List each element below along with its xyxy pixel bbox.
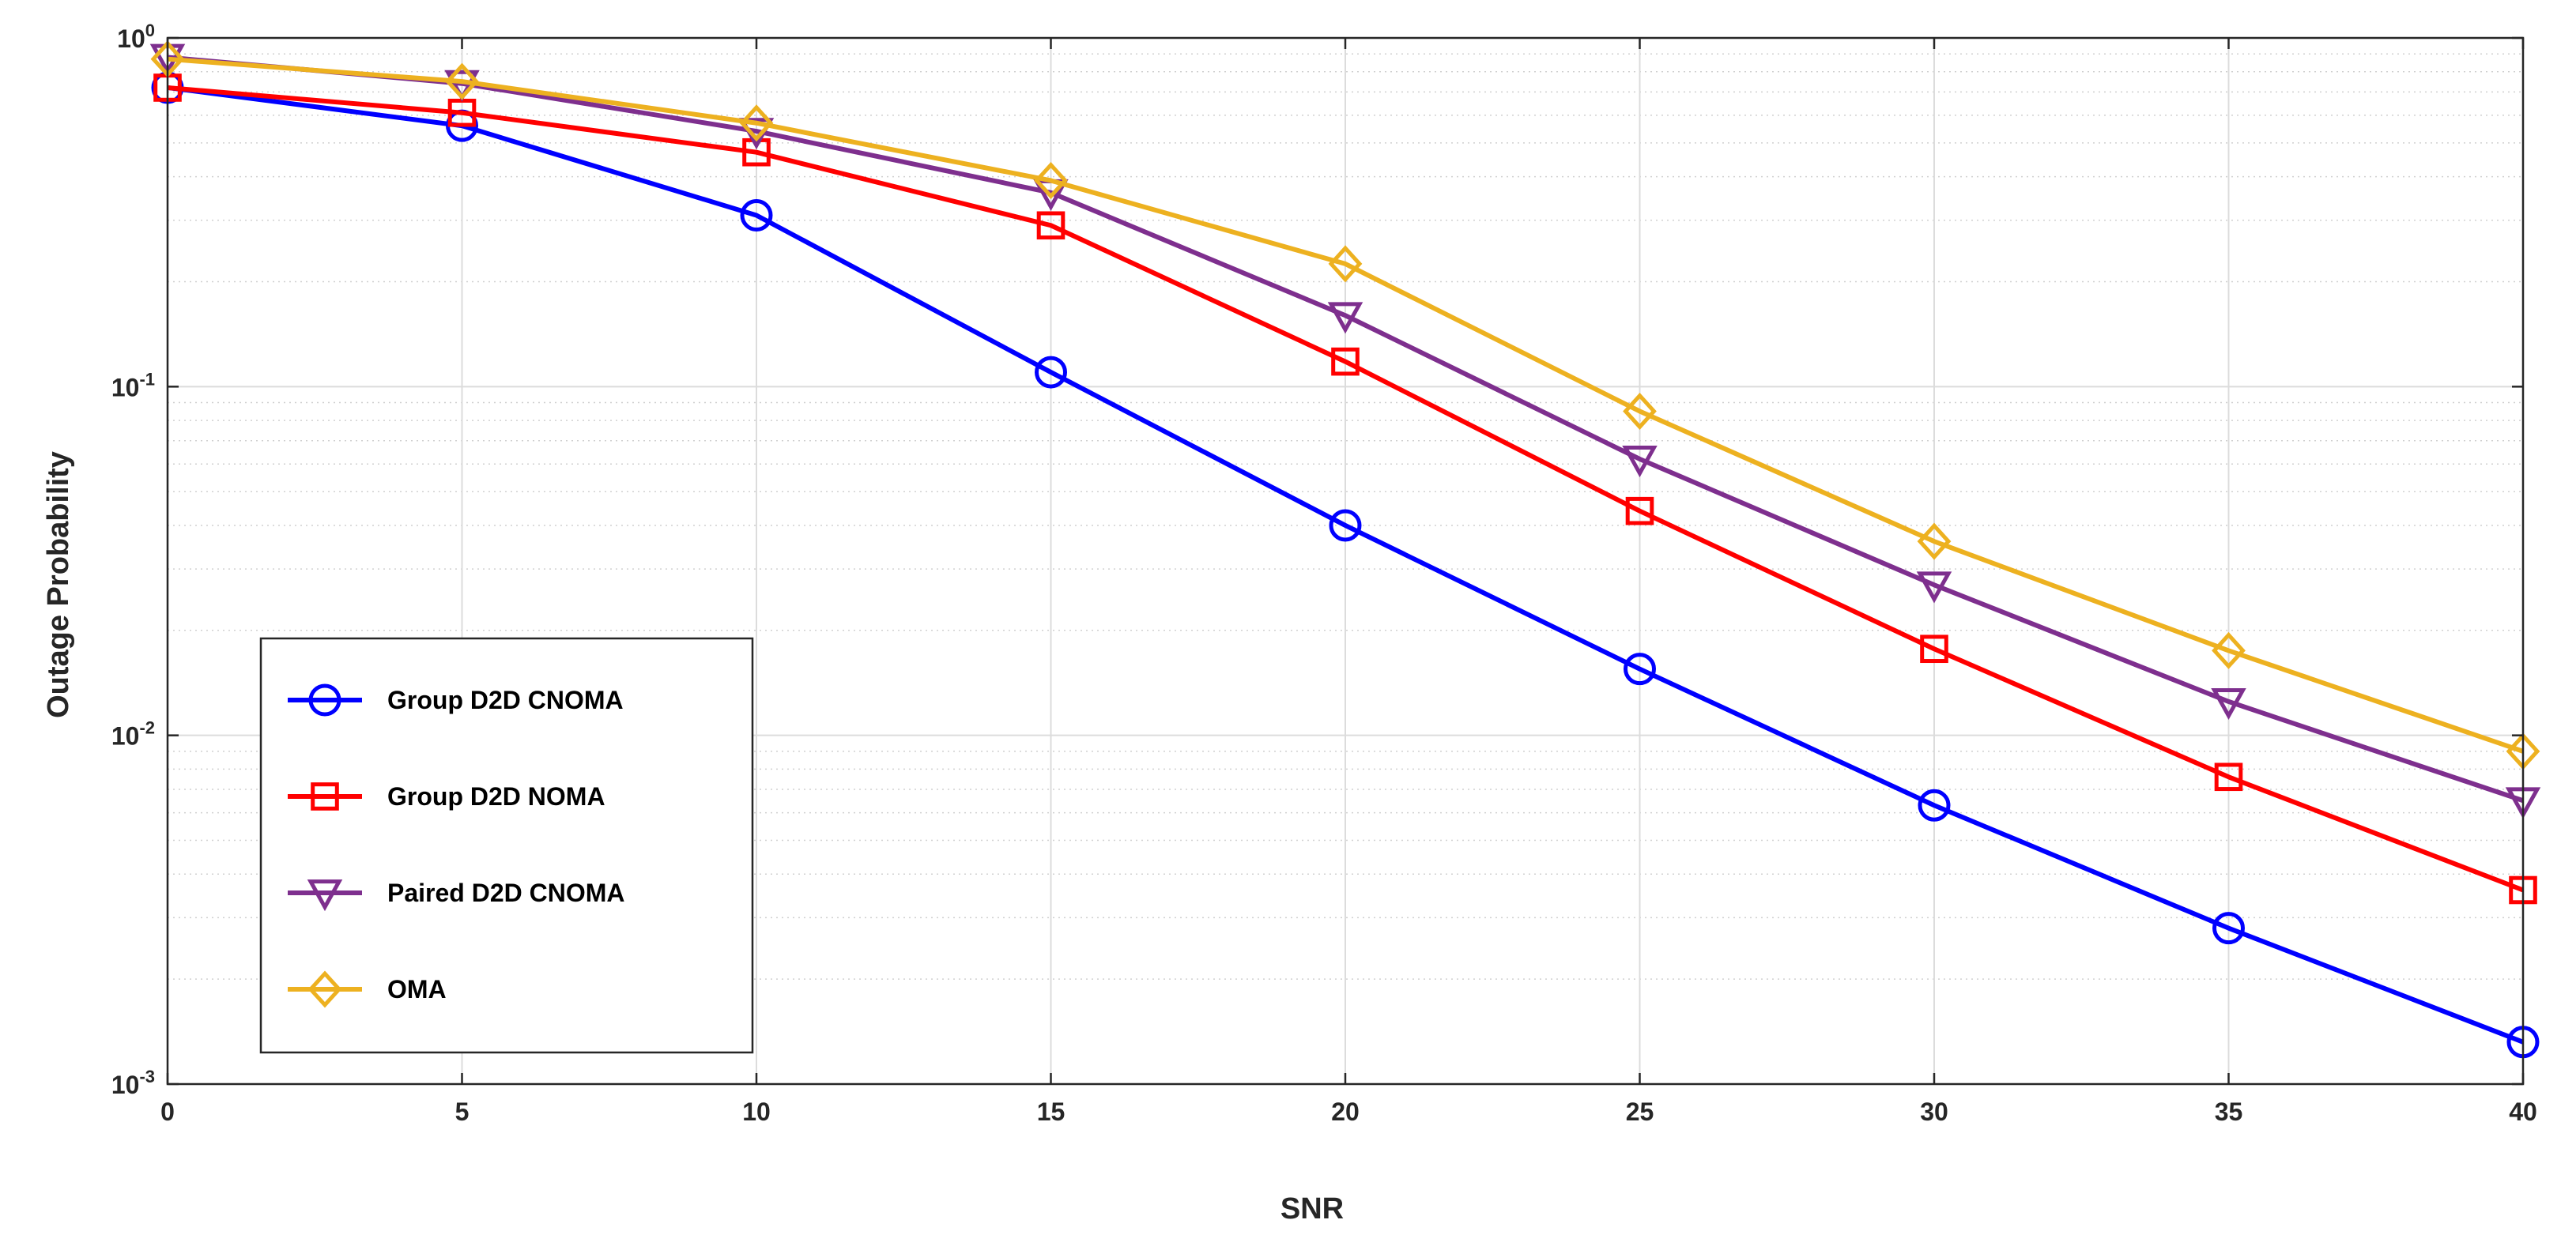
triangle-down-marker bbox=[444, 70, 480, 102]
legend-entry: Group D2D CNOMA bbox=[288, 683, 624, 717]
plot-series bbox=[149, 40, 2541, 1059]
square-marker bbox=[2214, 762, 2243, 792]
triangle-down-marker bbox=[307, 879, 343, 912]
triangle-down-marker bbox=[1916, 571, 1952, 604]
circle-marker bbox=[308, 683, 341, 717]
axis-ticks: 0 5 10 15 20 25 30 35 40 100 10-1 10-2 10-3 bbox=[111, 21, 2537, 1126]
diamond-marker bbox=[1623, 392, 1657, 430]
circle-marker bbox=[1329, 509, 1362, 542]
circle-marker bbox=[740, 198, 773, 232]
y-tick-label: 10-3 bbox=[111, 1067, 155, 1099]
x-tick-label: 10 bbox=[742, 1098, 771, 1126]
diamond-marker bbox=[2212, 631, 2246, 669]
series-group-d2d-cnoma bbox=[151, 71, 2540, 1059]
diamond-marker bbox=[1917, 522, 1952, 560]
y-tick-label: 10-2 bbox=[111, 718, 155, 751]
legend-label: Paired D2D CNOMA bbox=[387, 879, 625, 907]
y-axis-label: Outage Probability bbox=[42, 451, 75, 718]
diamond-marker bbox=[739, 104, 774, 142]
diamond-marker bbox=[445, 62, 479, 100]
series-line bbox=[167, 85, 2525, 893]
square-marker bbox=[1625, 496, 1654, 525]
legend-entry: Group D2D NOMA bbox=[288, 782, 605, 811]
series-line bbox=[167, 55, 2524, 804]
x-tick-label: 25 bbox=[1626, 1098, 1654, 1126]
x-axis-label: SNR bbox=[1280, 1192, 1344, 1226]
square-marker bbox=[1331, 347, 1360, 376]
legend-label: Group D2D CNOMA bbox=[387, 686, 624, 714]
circle-marker bbox=[1624, 653, 1656, 686]
axes-frame bbox=[166, 36, 2525, 1086]
x-tick-label: 15 bbox=[1037, 1098, 1065, 1126]
circle-marker bbox=[1035, 356, 1067, 389]
circle-marker bbox=[2212, 912, 2245, 945]
legend-label: OMA bbox=[387, 975, 447, 1003]
legend: Group D2D CNOMA Group D2D NOMA Paired D2D … bbox=[259, 637, 754, 1054]
series-line bbox=[167, 56, 2524, 754]
square-marker bbox=[1920, 634, 1948, 664]
diamond-marker bbox=[1034, 161, 1068, 199]
x-tick-label: 0 bbox=[160, 1098, 175, 1126]
diamond-marker bbox=[1328, 245, 1363, 283]
triangle-down-marker bbox=[2211, 687, 2246, 721]
x-tick-label: 30 bbox=[1920, 1098, 1948, 1126]
diamond-marker bbox=[307, 970, 342, 1008]
square-marker bbox=[311, 782, 339, 811]
legend-entry: OMA bbox=[288, 970, 447, 1008]
circle-marker bbox=[1918, 789, 1951, 822]
y-tick-label: 100 bbox=[117, 21, 155, 53]
series-line bbox=[167, 85, 2525, 1045]
square-marker bbox=[1036, 211, 1065, 240]
x-tick-label: 40 bbox=[2509, 1098, 2537, 1126]
legend-box bbox=[259, 637, 754, 1054]
x-tick-label: 20 bbox=[1331, 1098, 1360, 1126]
x-tick-label: 5 bbox=[455, 1098, 470, 1126]
legend-label: Group D2D NOMA bbox=[387, 782, 605, 811]
legend-entry: Paired D2D CNOMA bbox=[288, 879, 625, 912]
x-tick-label: 35 bbox=[2215, 1098, 2243, 1126]
y-tick-label: 10-1 bbox=[111, 369, 155, 401]
series-paired-d2d-cnoma bbox=[149, 43, 2541, 819]
triangle-down-marker bbox=[1622, 446, 1658, 478]
triangle-down-marker bbox=[1327, 302, 1363, 334]
